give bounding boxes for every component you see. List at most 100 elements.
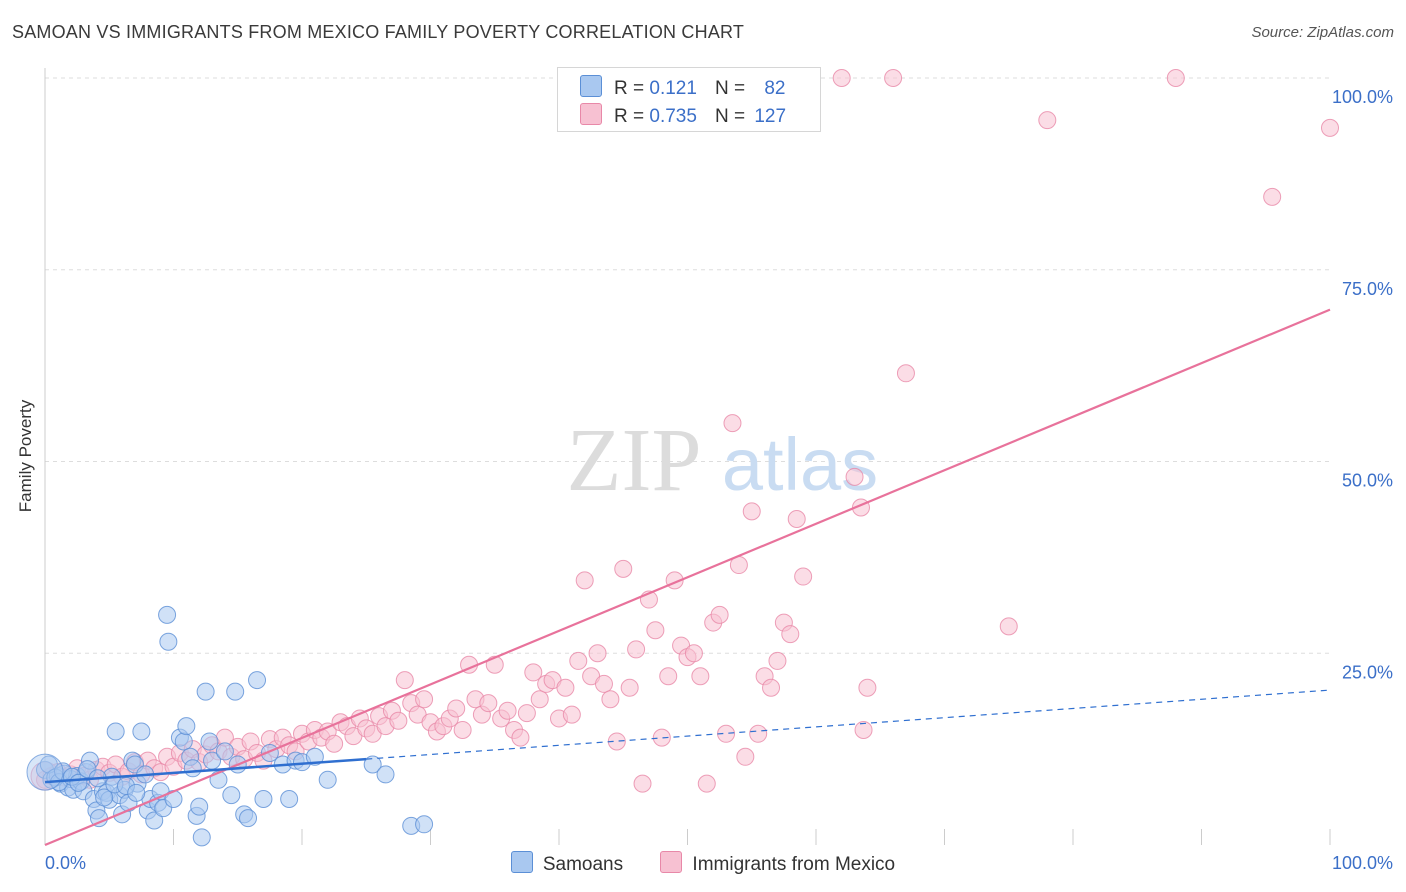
legend-r-value: 0.735 [649,106,697,127]
mexico-point [453,720,472,739]
mexico-point [620,678,639,697]
samoan-point [239,809,258,828]
mexico-point [569,651,588,670]
samoan-point [415,815,434,834]
mexico-point [884,69,903,87]
mexico-point [659,667,678,686]
watermark-zip: ZIP [567,411,702,510]
mexico-point [684,644,703,663]
mexico-point [697,774,716,793]
mexico-point [1321,118,1339,137]
samoan-point [305,747,324,766]
mexico-point [749,724,768,743]
samoan-point [145,811,164,830]
mexico-point [896,364,915,383]
chart-title: SAMOAN VS IMMIGRANTS FROM MEXICO FAMILY … [12,22,745,42]
legend-r-label: R = [614,106,645,127]
mexico-point [781,625,800,644]
mexico-point [652,728,671,747]
samoan-point [196,682,215,701]
mexico-point [627,640,646,659]
mexico-point [762,678,781,697]
series-legend: Samoans Immigrants from Mexico [0,851,1406,876]
mexico-point [723,414,742,433]
mexico-point [1166,69,1185,87]
samoan-point [280,789,299,808]
mexico-point [999,617,1018,636]
mexico-point [845,467,864,486]
tick-labels: 25.0% 50.0% 75.0% 100.0% 0.0% 100.0% [45,87,1393,873]
samoan-point [376,765,395,784]
samoans-legend-swatch [510,851,533,873]
mexico-point [1038,111,1057,130]
mexico-point [710,605,729,624]
source-label: Source: ZipAtlas.com [1251,24,1394,41]
samoan-point [127,783,146,802]
mexico-point [794,567,813,586]
legend-item-mexico: Immigrants from Mexico [660,851,895,876]
samoans-swatch [580,75,602,97]
mexico-point [691,667,710,686]
samoan-point [226,682,245,701]
series-samoans-points [26,605,434,847]
mexico-swatch [580,103,602,125]
y-tick-label: 100.0% [1332,87,1393,107]
samoan-point [318,770,337,789]
legend-r-label: R = [614,78,645,99]
watermark-atlas: atlas [722,423,878,506]
mexico-point [524,663,543,682]
mexico-trend-line [44,308,1331,847]
legend-item-samoans: Samoans [510,851,623,876]
x-tick-label: 100.0% [1332,853,1393,873]
mexico-point [832,69,851,87]
mexico-point [742,502,761,521]
mexico-point [787,510,806,529]
mexico-point [511,728,530,747]
mexico-point [736,747,755,766]
samoans-trend-line [44,757,367,784]
mexico-point [633,774,652,793]
mexico-point [447,699,466,718]
legend-n-label: N = [714,78,746,99]
legend-n-value: 82 [764,78,786,99]
mexico-point [479,694,498,713]
y-tick-label: 50.0% [1342,471,1393,491]
mexico-point [601,690,620,709]
legend-n-value: 127 [754,106,787,127]
samoan-point [159,632,178,651]
mexico-point [530,690,549,709]
samoan-point [95,788,114,807]
samoan-cluster-point [26,753,64,791]
samoan-point [254,789,273,808]
mexico-point [556,678,575,697]
trend-lines [44,308,1331,847]
legend-r-value: 0.121 [649,78,697,99]
mexico-point [646,621,665,640]
samoan-point [132,722,151,741]
mexico-point [325,734,344,753]
mexico-point [768,651,787,670]
mexico-point [395,671,414,690]
y-tick-label: 75.0% [1342,279,1393,299]
stats-legend: R = 0.121 N = 82 R = 0.735 N = 127 [557,67,821,132]
mexico-point [562,705,581,724]
y-axis-label: Family Poverty [16,399,35,513]
legend-n-label: N = [714,106,746,127]
x-tick-label: 0.0% [45,853,86,873]
mexico-point [389,711,408,730]
legend-mexico-label: Immigrants from Mexico [692,854,896,875]
legend-row-samoans: R = 0.121 N = 82 [580,75,785,100]
mexico-point [594,674,613,693]
mexico-point [517,704,536,723]
mexico-legend-swatch [660,851,683,873]
mexico-point [614,559,633,578]
mexico-point [588,644,607,663]
samoan-point [183,759,202,778]
samoan-point [363,755,382,774]
samoan-point [248,671,267,690]
samoan-point [192,828,211,847]
y-tick-label: 25.0% [1342,662,1393,682]
mexico-point [575,571,594,590]
mexico-point [415,690,434,709]
